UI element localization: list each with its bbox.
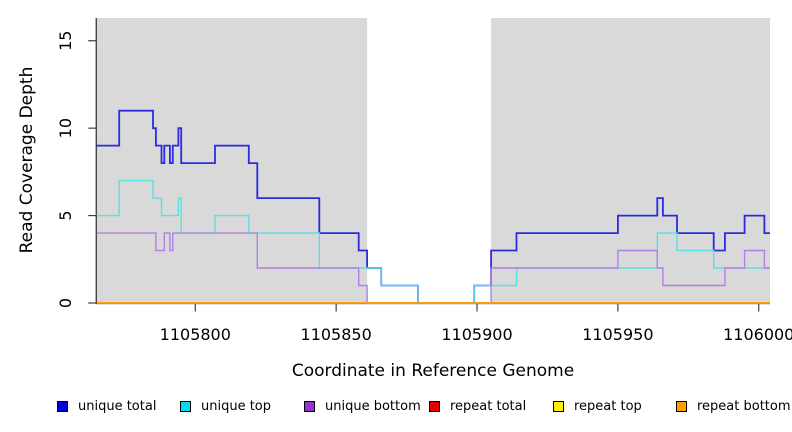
series-line-unique-total	[96, 109, 770, 304]
y-tick-label: 10	[56, 118, 75, 138]
plot-background-left	[96, 18, 368, 303]
series-line-unique-top	[96, 179, 770, 304]
y-tick-label: 15	[56, 31, 75, 51]
y-tick-label: 5	[56, 210, 75, 220]
x-axis-title: Coordinate in Reference Genome	[291, 361, 575, 381]
x-tick-label: 1105900	[441, 325, 512, 344]
x-tick-label: 1106000	[723, 325, 792, 344]
plot-background-right	[491, 18, 770, 303]
x-tick-label: 1105800	[160, 325, 231, 344]
y-axis-title: Read Coverage Depth	[17, 66, 37, 254]
x-tick-label: 1105850	[301, 325, 372, 344]
x-tick-label: 1105950	[582, 325, 653, 344]
y-tick-label: 0	[56, 298, 75, 308]
